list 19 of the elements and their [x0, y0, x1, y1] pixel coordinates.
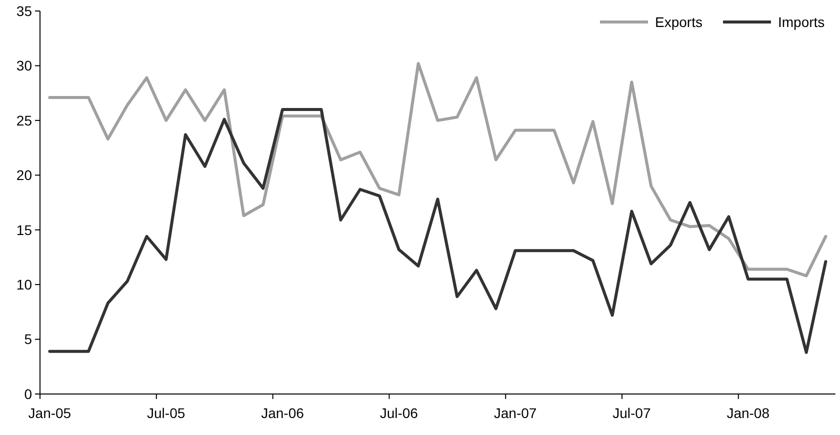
x-tick-label: Jan-06: [261, 405, 304, 421]
x-tick-label: Jul-05: [147, 405, 186, 421]
y-tick-label: 15: [16, 222, 32, 238]
x-tick-label: Jan-07: [494, 405, 537, 421]
y-tick-label: 5: [24, 331, 32, 348]
y-tick-label: 25: [16, 112, 32, 128]
x-tick-label: Jul-07: [612, 405, 651, 421]
legend-label: Exports: [655, 14, 702, 30]
line-series: [48, 62, 828, 278]
y-tick-label: 0: [24, 386, 32, 402]
y-tick-label: 30: [16, 58, 32, 74]
legend-label: Imports: [778, 14, 825, 30]
x-tick-label: Jan-08: [726, 405, 770, 421]
x-tick-label: Jan-05: [28, 405, 72, 421]
y-tick-label: 10: [16, 276, 32, 292]
line-series: [48, 108, 828, 354]
x-tick-label: Jul-06: [380, 405, 418, 421]
y-tick-label: 35: [16, 2, 32, 19]
y-tick-label: 20: [16, 167, 32, 184]
